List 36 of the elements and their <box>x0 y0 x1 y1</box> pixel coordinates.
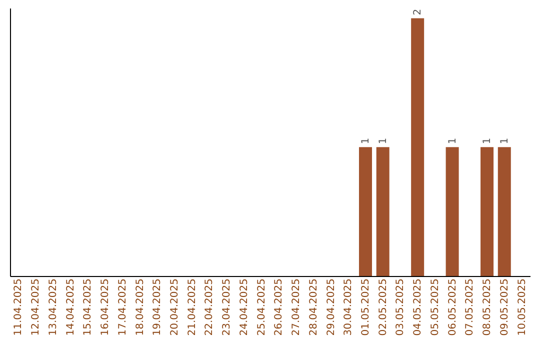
x-tick-label: 02.05.2025 <box>378 278 389 336</box>
x-tick-label: 07.05.2025 <box>464 278 476 336</box>
x-tick-label: 11.04.2025 <box>13 278 24 336</box>
x-tick-label: 04.05.2025 <box>412 278 424 336</box>
x-tick-label: 22.04.2025 <box>204 278 216 336</box>
x-tick-label: 06.05.2025 <box>447 278 458 336</box>
x-tick-label: 14.04.2025 <box>65 278 76 336</box>
x-tick-label: 21.04.2025 <box>186 278 198 336</box>
x-tick-label: 09.05.2025 <box>499 278 510 336</box>
x-tick-label: 29.04.2025 <box>326 278 337 336</box>
x-tick-label: 18.04.2025 <box>134 278 146 336</box>
x-tick-label: 08.05.2025 <box>482 278 494 336</box>
x-tick-label: 05.05.2025 <box>430 278 441 336</box>
x-tick-label: 12.04.2025 <box>30 278 42 336</box>
data-label: 1 <box>499 138 510 144</box>
x-tick-label: 25.04.2025 <box>256 278 268 336</box>
data-label: 1 <box>360 138 372 144</box>
x-tick-label: 20.04.2025 <box>170 278 181 336</box>
x-tick-label: 30.04.2025 <box>343 278 354 336</box>
x-tick-label: 13.04.2025 <box>48 278 59 336</box>
x-tick-label: 17.04.2025 <box>117 278 128 336</box>
x-tick-label: 03.05.2025 <box>395 278 406 336</box>
x-tick-label: 24.04.2025 <box>238 278 250 336</box>
data-label: 2 <box>412 8 424 16</box>
x-tick-label: 28.04.2025 <box>308 278 320 336</box>
x-tick-label: 23.04.2025 <box>222 278 233 336</box>
x-tick-label: 19.04.2025 <box>152 278 164 336</box>
x-tick-label: 10.05.2025 <box>516 278 528 336</box>
x-tick-label: 01.05.2025 <box>360 278 372 336</box>
data-label: 1 <box>482 138 494 144</box>
data-label: 1 <box>447 138 458 144</box>
x-tick-label: 26.04.2025 <box>274 278 285 336</box>
x-tick-label: 27.04.2025 <box>291 278 302 336</box>
x-tick-label: 15.04.2025 <box>82 278 94 336</box>
x-tick-label: 16.04.2025 <box>100 278 112 336</box>
data-label: 1 <box>378 138 389 144</box>
